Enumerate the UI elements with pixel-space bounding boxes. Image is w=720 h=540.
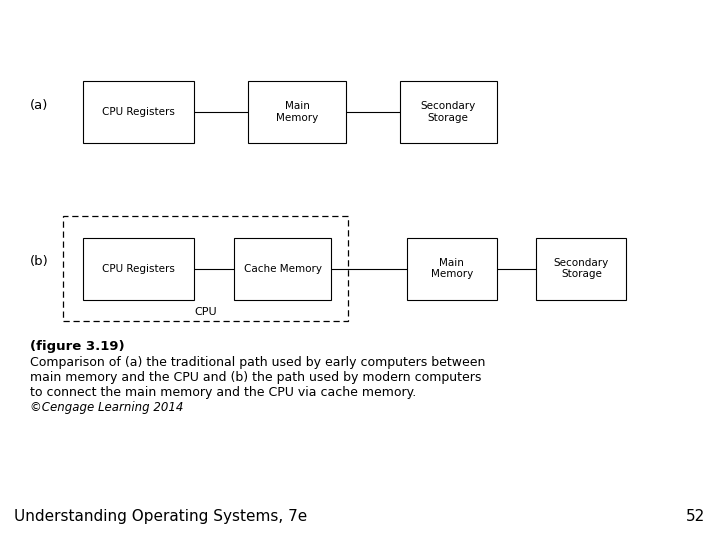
Text: CPU Registers: CPU Registers [102, 264, 175, 274]
Text: Comparison of (a) the traditional path used by early computers between: Comparison of (a) the traditional path u… [30, 356, 485, 369]
Text: Secondary
Storage: Secondary Storage [554, 258, 609, 280]
FancyBboxPatch shape [83, 81, 194, 143]
Text: (figure 3.19): (figure 3.19) [30, 340, 125, 353]
Text: (a): (a) [30, 99, 49, 112]
Text: 52: 52 [686, 509, 706, 524]
Text: main memory and the CPU and (b) the path used by modern computers: main memory and the CPU and (b) the path… [30, 371, 482, 384]
Text: Main
Memory: Main Memory [276, 102, 318, 123]
Text: Cache Memory: Cache Memory [243, 264, 322, 274]
FancyBboxPatch shape [400, 81, 497, 143]
Text: to connect the main memory and the CPU via cache memory.: to connect the main memory and the CPU v… [30, 386, 416, 399]
Text: ©Cengage Learning 2014: ©Cengage Learning 2014 [30, 401, 184, 414]
Text: Understanding Operating Systems, 7e: Understanding Operating Systems, 7e [14, 509, 307, 524]
Text: Main
Memory: Main Memory [431, 258, 473, 280]
FancyBboxPatch shape [234, 238, 331, 300]
FancyBboxPatch shape [83, 238, 194, 300]
Text: CPU: CPU [194, 307, 217, 317]
FancyBboxPatch shape [407, 238, 497, 300]
Text: (b): (b) [30, 255, 49, 268]
Text: Secondary
Storage: Secondary Storage [420, 102, 476, 123]
Text: CPU Registers: CPU Registers [102, 107, 175, 117]
FancyBboxPatch shape [248, 81, 346, 143]
FancyBboxPatch shape [536, 238, 626, 300]
